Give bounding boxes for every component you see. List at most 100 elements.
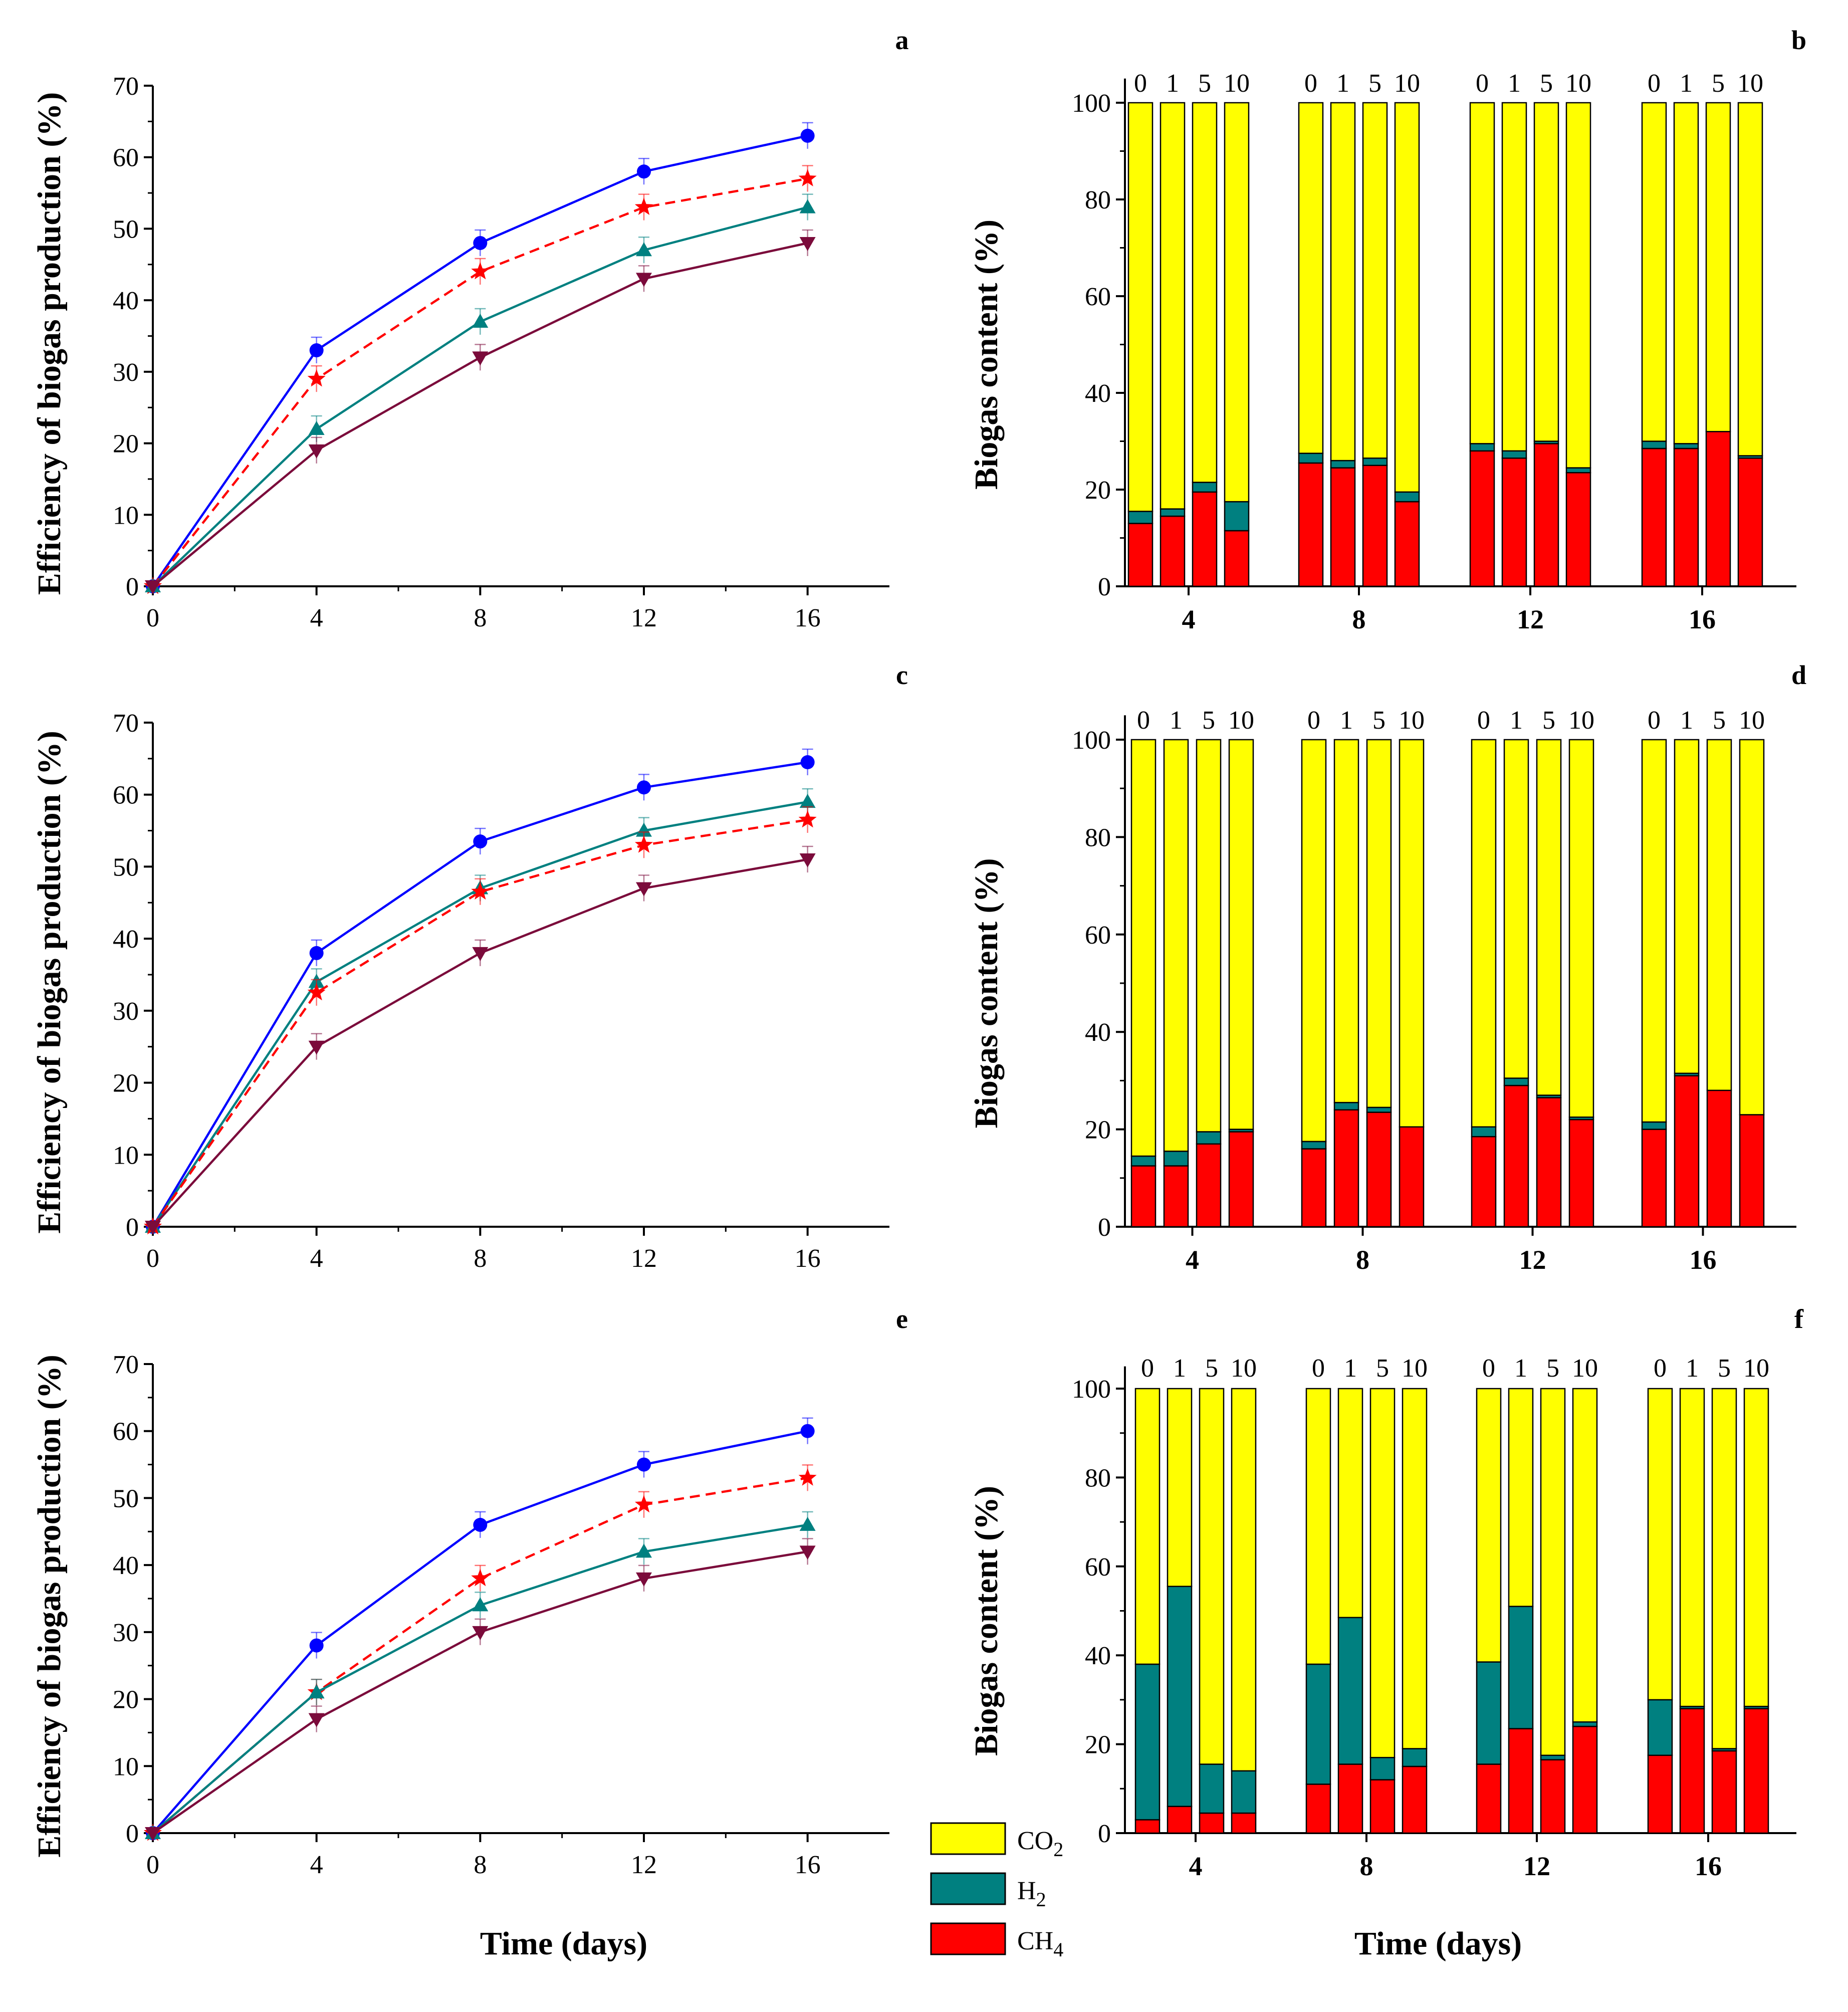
dose-label: 10 [1737,69,1763,98]
dose-label: 1 [1173,1354,1186,1383]
dose-label: 10 [1739,706,1765,735]
bar-segment-CO2 [1160,102,1186,510]
y-axis-title: Efficiency of biogas production (%) [31,1355,68,1857]
y-axis-title: Efficiency of biogas production (%) [31,731,68,1233]
data-point [634,835,653,853]
y-tick-label: 60 [1085,921,1111,950]
x-tick-label: 12 [631,1851,657,1879]
x-tick-label: 16 [1690,1245,1717,1275]
bar-segment-CH4 [1739,1114,1765,1228]
y-tick-label: 70 [113,72,139,101]
y-tick-label: 20 [1085,1731,1111,1759]
x-tick-label: 12 [631,1244,657,1273]
dose-label: 1 [1680,69,1693,98]
y-tick-label: 60 [113,781,139,810]
x-tick-label: 8 [474,604,487,632]
dose-label: 0 [1137,706,1150,735]
data-point [309,946,324,960]
bar-segment-H2 [1130,1155,1157,1167]
x-tick-label: 8 [474,1244,487,1273]
data-point [799,199,816,213]
bar-segment-CH4 [1333,1109,1359,1228]
x-tick-label: 4 [310,604,323,632]
dose-label: 10 [1565,69,1591,98]
dose-label: 10 [1231,1354,1257,1383]
x-tick-label: 12 [1517,604,1544,634]
panel-letter: e [896,1304,908,1334]
panel-letter: d [1791,660,1806,690]
bar-segment-H2 [1305,1663,1331,1785]
bar-segment-CO2 [1565,102,1591,469]
y-tick-label: 70 [113,1351,139,1379]
bar-segment-CH4 [1674,1075,1700,1228]
y-tick-label: 10 [113,1752,139,1781]
x-tick-label: 0 [146,604,159,632]
bar-segment-CO2 [1743,1388,1769,1707]
series-blue-circle [146,748,815,1234]
bar-segment-CH4 [1533,443,1559,587]
legend-label-subscript: 2 [1053,1838,1063,1861]
data-point [636,822,652,837]
x-tick-label: 12 [1519,1245,1546,1275]
bar-segment-H2 [1469,443,1495,452]
bar-segment-H2 [1362,458,1388,467]
y-tick-label: 20 [1085,476,1111,505]
x-tick-label: 16 [795,1244,821,1273]
y-tick-label: 10 [113,1141,139,1170]
bar-segment-CH4 [1224,530,1250,587]
bar-segment-H2 [1196,1131,1222,1145]
y-tick-label: 10 [113,501,139,530]
bar-segment-CO2 [1402,1388,1428,1749]
y-tick-label: 0 [126,1820,139,1848]
bar-segment-CH4 [1298,462,1324,587]
y-tick-label: 100 [1072,89,1111,118]
dose-label: 0 [1648,706,1661,735]
bar-segment-CO2 [1641,739,1667,1123]
bar-segment-CH4 [1508,1728,1534,1834]
dose-label: 5 [1368,69,1381,98]
data-point [800,755,815,770]
bar-segment-CH4 [1301,1148,1327,1228]
bar-segment-CO2 [1705,102,1731,432]
dose-label: 1 [1686,1354,1699,1383]
bar-segment-CH4 [1199,1812,1225,1834]
bar-segment-CH4 [1330,467,1356,587]
y-tick-label: 20 [1085,1116,1111,1145]
bar-segment-CO2 [1301,739,1327,1143]
bar-segment-CH4 [1160,515,1186,587]
data-point [637,1457,651,1472]
x-tick-label: 16 [1689,604,1716,634]
y-tick-label: 70 [113,709,139,738]
bar-segment-H2 [1641,440,1667,450]
data-point [308,1713,325,1727]
dose-label: 1 [1166,69,1179,98]
y-tick-label: 60 [113,144,139,172]
bar-segment-H2 [1369,1756,1396,1780]
y-tick-label: 50 [113,1484,139,1513]
dose-label: 0 [1307,706,1320,735]
bar-segment-H2 [1134,1663,1161,1821]
y-tick-label: 0 [1098,1213,1111,1242]
bar-segment-CO2 [1366,739,1392,1108]
bar-segment-CO2 [1362,102,1388,459]
x-tick-label: 4 [1189,1851,1203,1881]
bar-segment-CO2 [1673,102,1699,444]
x-tick-label: 4 [1186,1245,1199,1275]
panel-letter: c [896,660,908,690]
bar-segment-CH4 [1228,1131,1254,1228]
data-point [309,1638,324,1653]
bar-segment-H2 [1673,443,1699,450]
x-tick-label: 16 [795,604,821,632]
bar-segment-CO2 [1196,739,1222,1133]
bar-segment-CO2 [1231,1388,1257,1772]
data-point [800,128,815,143]
x-tick-label: 8 [1360,1851,1373,1881]
bar-segment-CO2 [1337,1388,1363,1619]
data-point [636,1543,652,1558]
bar-segment-H2 [1402,1748,1428,1767]
bar-segment-CH4 [1705,430,1731,587]
line-chart-c: 0 10 20 30 40 50 60 70 0 4 8 12 16 Efficiency of biog… [31,709,889,1273]
series-maroon-triangle-down [145,229,816,594]
